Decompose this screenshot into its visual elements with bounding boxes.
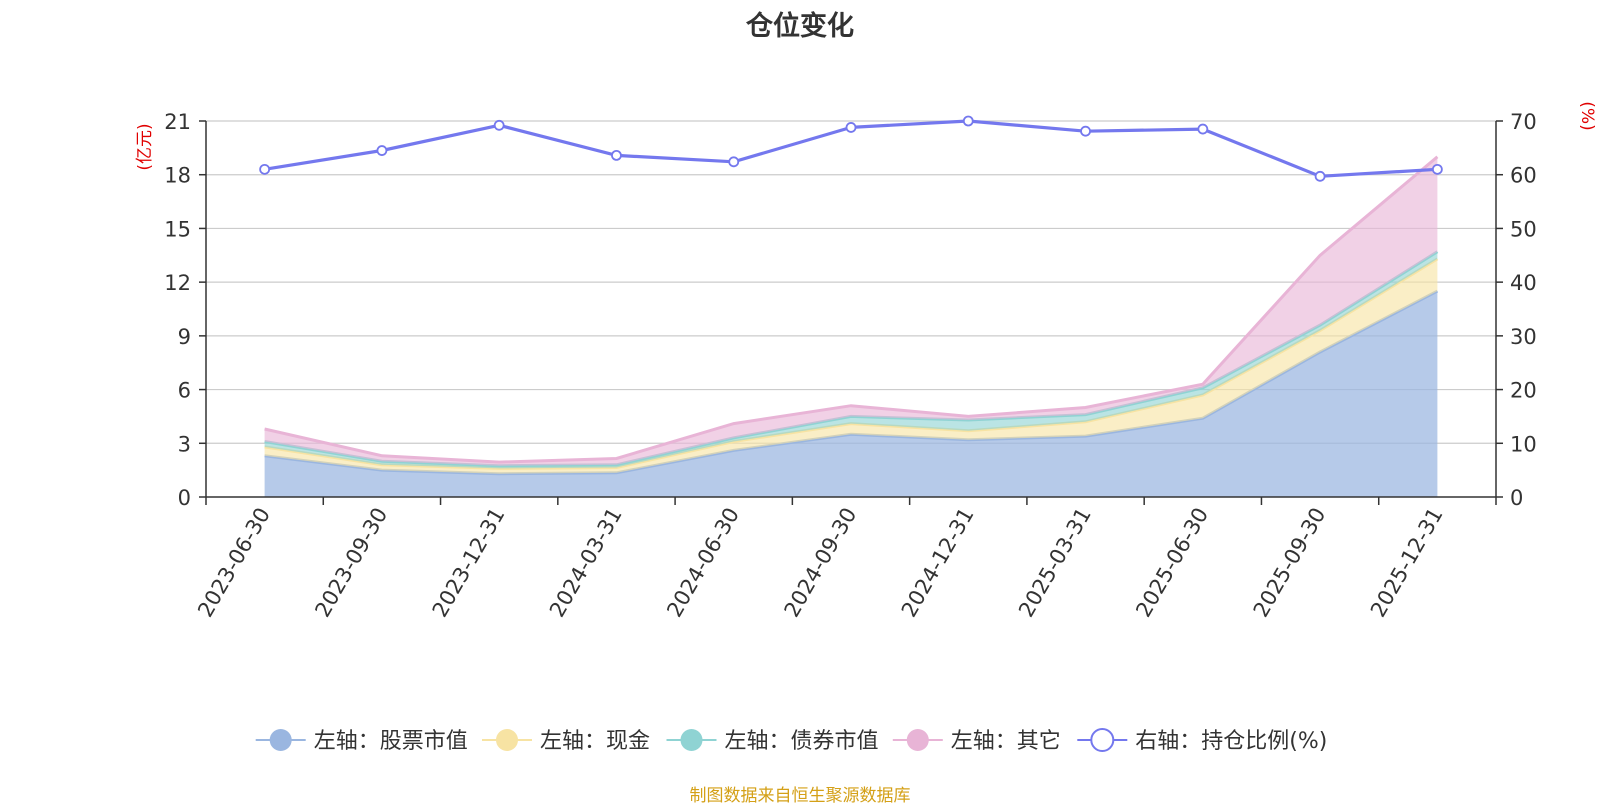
legend-label: 左轴：现金 <box>540 729 650 754</box>
ratio-point <box>845 122 857 133</box>
left-axis-tick-label: 12 <box>164 271 191 295</box>
left-axis-tick-label: 15 <box>164 217 191 241</box>
x-axis-tick-label: 2025-03-31 <box>1014 504 1096 622</box>
x-axis-tick-label: 2025-09-30 <box>1249 504 1331 622</box>
left-axis-tick-label: 6 <box>178 379 191 403</box>
chart-svg: 0 3 6 9 12 15 18 21 0 10 20 30 40 50 60 70 (亿元) (%) 2023-0… <box>135 101 1597 754</box>
x-axis-tick-label: 2023-06-30 <box>193 504 275 622</box>
legend-label: 左轴：股票市值 <box>314 729 468 754</box>
right-axis-tick-label: 40 <box>1510 271 1537 295</box>
right-axis-tick-label: 20 <box>1510 379 1537 403</box>
left-axis-tick-label: 21 <box>164 110 191 134</box>
ratio-point <box>1431 163 1443 175</box>
right-axis-tick-label: 30 <box>1510 325 1537 349</box>
source-note: 制图数据来自恒生聚源数据库 <box>689 786 911 806</box>
legend-symbol-marker <box>680 729 703 751</box>
left-axis-tick-label: 18 <box>164 164 191 188</box>
ratio-point <box>1080 125 1091 137</box>
legend-label: 右轴：持仓比例(%) <box>1135 729 1327 754</box>
ratio-point <box>376 145 388 156</box>
left-axis-tick-label: 9 <box>178 325 191 349</box>
x-axis-tick-label: 2024-06-30 <box>662 504 744 622</box>
legend-label: 左轴：其它 <box>951 729 1061 754</box>
area-1 <box>264 291 1438 497</box>
right-axis-tick-label: 60 <box>1510 164 1537 188</box>
x-axis-tick-label: 2023-12-31 <box>428 504 510 622</box>
right-axis-tick-label: 50 <box>1510 217 1537 241</box>
ratio-point <box>1197 123 1209 135</box>
legend-symbol-marker <box>1090 728 1115 752</box>
legend-symbol-marker <box>906 729 929 751</box>
legend-label: 左轴：债券市值 <box>725 729 879 754</box>
area-line-4 <box>264 155 1439 464</box>
ratio-point <box>611 149 622 161</box>
x-axis-tick-label: 2024-09-30 <box>780 504 862 622</box>
x-axis-tick-label: 2025-06-30 <box>1131 504 1213 622</box>
legend-symbol-marker <box>269 729 292 751</box>
ratio-point <box>493 119 505 131</box>
right-axis-tick-label: 10 <box>1510 432 1537 456</box>
right-axis-tick-label: 70 <box>1510 110 1537 134</box>
x-axis-tick-label: 2024-12-31 <box>897 504 979 622</box>
ratio-point <box>728 156 740 168</box>
x-axis-tick-label: 2024-03-31 <box>545 504 627 622</box>
chart-title: 仓位变化 <box>746 11 854 42</box>
ratio-point <box>962 115 974 127</box>
x-axis-tick-label: 2023-09-30 <box>310 504 392 622</box>
left-axis-tick-label: 0 <box>178 486 191 510</box>
legend-symbol-marker <box>496 729 518 751</box>
ratio-point <box>259 163 271 175</box>
right-axis-tick-label: 0 <box>1510 486 1523 510</box>
area-2 <box>264 258 1438 474</box>
right-axis-title: (%) <box>1577 101 1597 130</box>
left-axis-tick-label: 3 <box>178 432 191 456</box>
left-axis-title: (亿元) <box>135 123 155 170</box>
x-axis-tick-label: 2025-12-31 <box>1366 504 1448 622</box>
ratio-point <box>1314 170 1326 182</box>
